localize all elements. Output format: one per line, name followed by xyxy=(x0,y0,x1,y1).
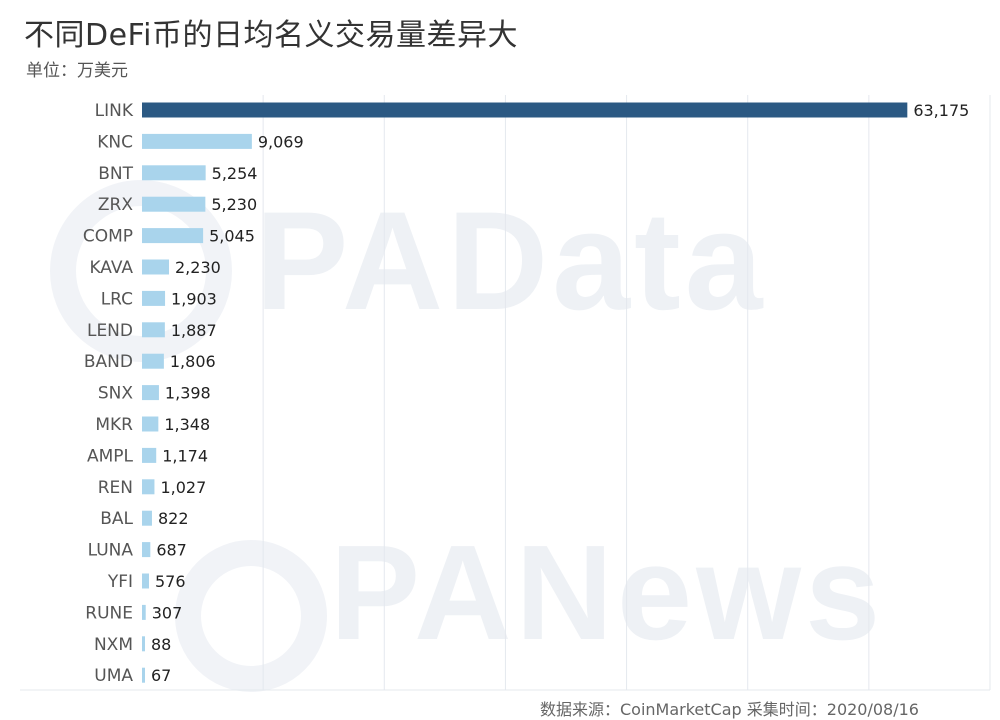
value-label: 5,045 xyxy=(209,227,255,246)
category-label: AMPL xyxy=(87,446,134,466)
bar-mkr xyxy=(142,416,159,432)
category-label: COMP xyxy=(83,227,133,247)
bar-uma xyxy=(142,667,145,683)
category-label: ZRX xyxy=(98,195,133,215)
value-label: 1,027 xyxy=(160,478,206,497)
bar-zrx xyxy=(142,196,206,212)
value-label: 88 xyxy=(151,635,171,654)
value-label: 1,806 xyxy=(170,352,216,371)
bar-snx xyxy=(142,385,159,401)
bar-band xyxy=(142,353,164,369)
category-label: BNT xyxy=(98,164,133,184)
value-label: 1,174 xyxy=(162,446,208,465)
value-label: 5,254 xyxy=(212,164,258,183)
category-label: KNC xyxy=(97,132,133,152)
bar-lend xyxy=(142,322,165,338)
bar-link xyxy=(142,102,908,118)
bar-bnt xyxy=(142,165,206,181)
value-label: 2,230 xyxy=(175,258,221,277)
value-label: 5,230 xyxy=(211,195,257,214)
gridlines xyxy=(20,95,991,691)
bar-ren xyxy=(142,479,155,495)
category-label: LEND xyxy=(87,321,133,341)
category-label: MKR xyxy=(95,415,133,435)
category-label: RUNE xyxy=(85,603,133,623)
category-label: LRC xyxy=(101,289,133,309)
value-label: 687 xyxy=(156,541,187,560)
value-label: 576 xyxy=(155,572,186,591)
category-label: KAVA xyxy=(89,258,133,278)
category-label: NXM xyxy=(94,635,133,655)
bar-bal xyxy=(142,510,152,526)
category-label: LINK xyxy=(95,101,134,121)
bar-rune xyxy=(142,604,146,620)
value-label: 1,887 xyxy=(171,321,217,340)
value-label: 1,903 xyxy=(171,289,217,308)
bar-yfi xyxy=(142,573,149,589)
bar-comp xyxy=(142,228,204,244)
category-label: REN xyxy=(98,478,133,498)
category-label: YFI xyxy=(107,572,133,592)
chart-title: 不同DeFi币的日均名义交易量差异大 xyxy=(24,18,518,53)
value-label: 1,348 xyxy=(164,415,210,434)
bar-knc xyxy=(142,133,252,149)
chart-unit-label: 单位：万美元 xyxy=(26,61,128,81)
category-label: SNX xyxy=(98,384,134,404)
value-label: 822 xyxy=(158,509,189,528)
value-label: 1,398 xyxy=(165,384,211,403)
bar-nxm xyxy=(142,636,145,652)
bars: LINK 63,175 KNC 9,069 BNT 5,254 ZRX 5,230 COMP 5,… xyxy=(83,101,969,686)
category-label: BAL xyxy=(100,509,133,529)
data-source-note: 数据来源：CoinMarketCap 采集时间：2020/08/16 xyxy=(540,700,919,719)
category-label: BAND xyxy=(84,352,133,372)
value-label: 9,069 xyxy=(258,132,304,151)
bar-ampl xyxy=(142,447,157,463)
value-label: 307 xyxy=(152,603,183,622)
bar-lrc xyxy=(142,290,166,306)
value-label: 63,175 xyxy=(913,101,969,120)
category-label: UMA xyxy=(94,666,133,686)
category-label: LUNA xyxy=(88,541,134,561)
bar-luna xyxy=(142,542,151,558)
bar-kava xyxy=(142,259,170,275)
value-label: 67 xyxy=(151,666,171,685)
